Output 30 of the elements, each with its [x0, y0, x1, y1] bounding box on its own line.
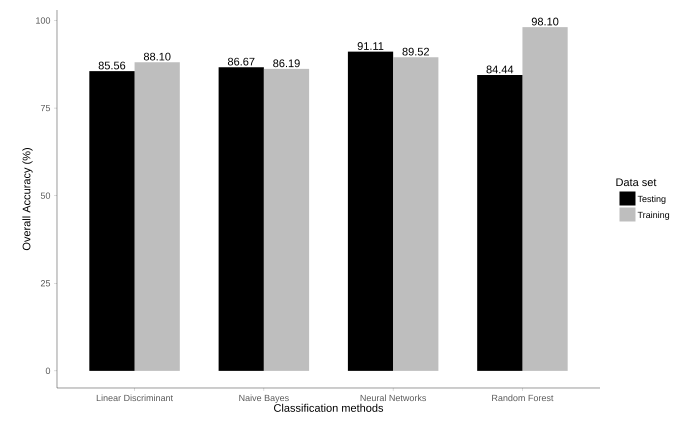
y-tick-label: 100: [36, 17, 50, 24]
data-label: 86.67: [228, 58, 254, 66]
x-tick-label: Neural Networks: [360, 394, 426, 402]
bar: [218, 67, 264, 371]
legend-label: Testing: [638, 196, 666, 204]
bar: [348, 52, 394, 371]
x-tick-label: Linear Discriminant: [96, 394, 173, 402]
bar: [264, 68, 310, 371]
y-tick-label: 50: [40, 192, 50, 199]
data-label: 86.19: [273, 59, 300, 68]
y-axis-title: Overall Accuracy (%): [22, 148, 33, 250]
x-tick-label: Random Forest: [492, 394, 554, 402]
data-label: 89.52: [402, 48, 429, 56]
legend-label: Training: [638, 212, 670, 220]
y-tick-label: 25: [40, 280, 50, 286]
bar: [522, 27, 568, 371]
bar: [393, 57, 438, 371]
data-label: 91.11: [358, 42, 384, 50]
data-label: 85.56: [98, 62, 126, 70]
legend-title: Data set: [616, 178, 656, 186]
bar: [89, 71, 135, 371]
x-tick-label: Naive Bayes: [239, 394, 289, 403]
y-tick-label: 0: [46, 368, 50, 374]
data-label: 84.44: [486, 66, 514, 74]
y-tick-label: 75: [40, 104, 50, 112]
data-label: 88.10: [144, 52, 171, 60]
bar: [134, 62, 180, 371]
x-axis-title: Classification methods: [274, 404, 384, 412]
bar: [477, 75, 522, 371]
data-label: 98.10: [532, 18, 558, 26]
